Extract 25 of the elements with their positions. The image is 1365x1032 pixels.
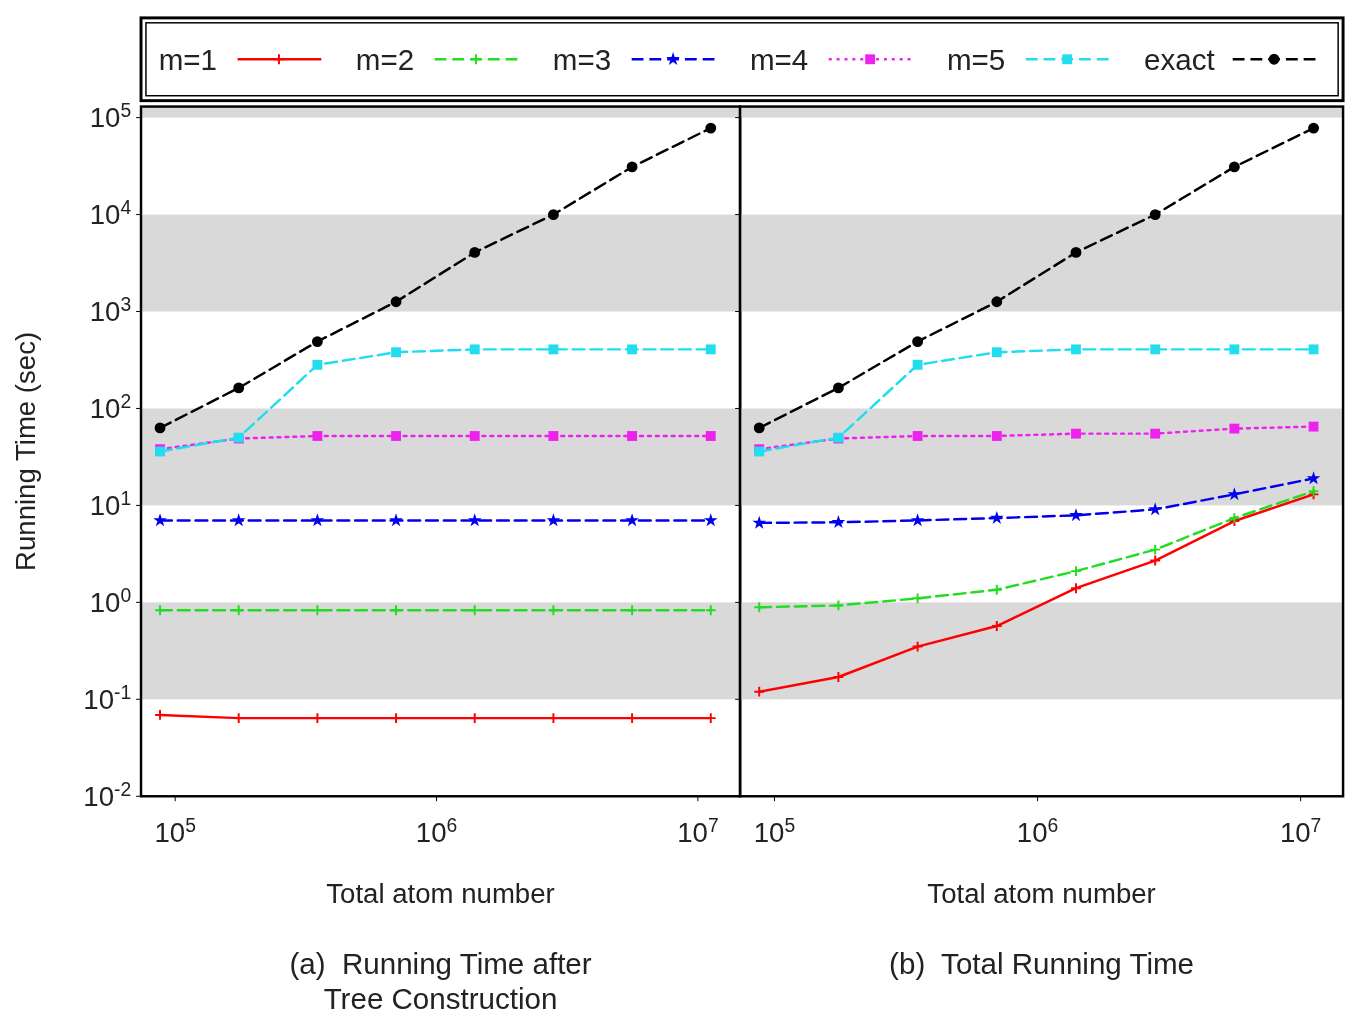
x-tick-label: 10$^{6}$ (1016, 814, 1059, 848)
y-tick-label: 10$^{1}$ (89, 487, 132, 522)
x-axis-title: Total atom number (326, 877, 555, 909)
legend-label: m=4 (749, 43, 809, 77)
legend-label: m=5 (946, 43, 1006, 77)
legend-label: m=2 (355, 43, 415, 77)
text: (b) Total Running Time (889, 946, 1195, 980)
y-tick-label: 10$^{5}$ (89, 99, 132, 134)
y-tick-label: 10$^{-1}$ (83, 681, 132, 716)
x-tick-label: 10$^{6}$ (415, 814, 458, 848)
x-tick-label: 10$^{5}$ (753, 814, 796, 848)
legend-label: m=3 (552, 43, 612, 77)
x-tick-label: 10$^{7}$ (1279, 814, 1322, 848)
y-tick-label: 10$^{0}$ (89, 584, 132, 619)
x-tick-label: 10$^{7}$ (677, 814, 719, 848)
y-tick-label: 10$^{-2}$ (83, 778, 132, 813)
y-tick-label: 10$^{2}$ (89, 390, 132, 425)
y-tick-label: 10$^{3}$ (89, 293, 132, 328)
y-axis-title: Running Time (sec) (9, 331, 41, 571)
x-tick-label: 10$^{5}$ (154, 814, 196, 848)
text: (a) Running Time after Tree Construction (289, 946, 592, 1016)
x-axis-title: Total atom number (927, 877, 1156, 909)
legend-label: m=1 (158, 43, 218, 77)
legend-label: exact (1144, 43, 1215, 77)
y-tick-label: 10$^{4}$ (89, 196, 132, 231)
